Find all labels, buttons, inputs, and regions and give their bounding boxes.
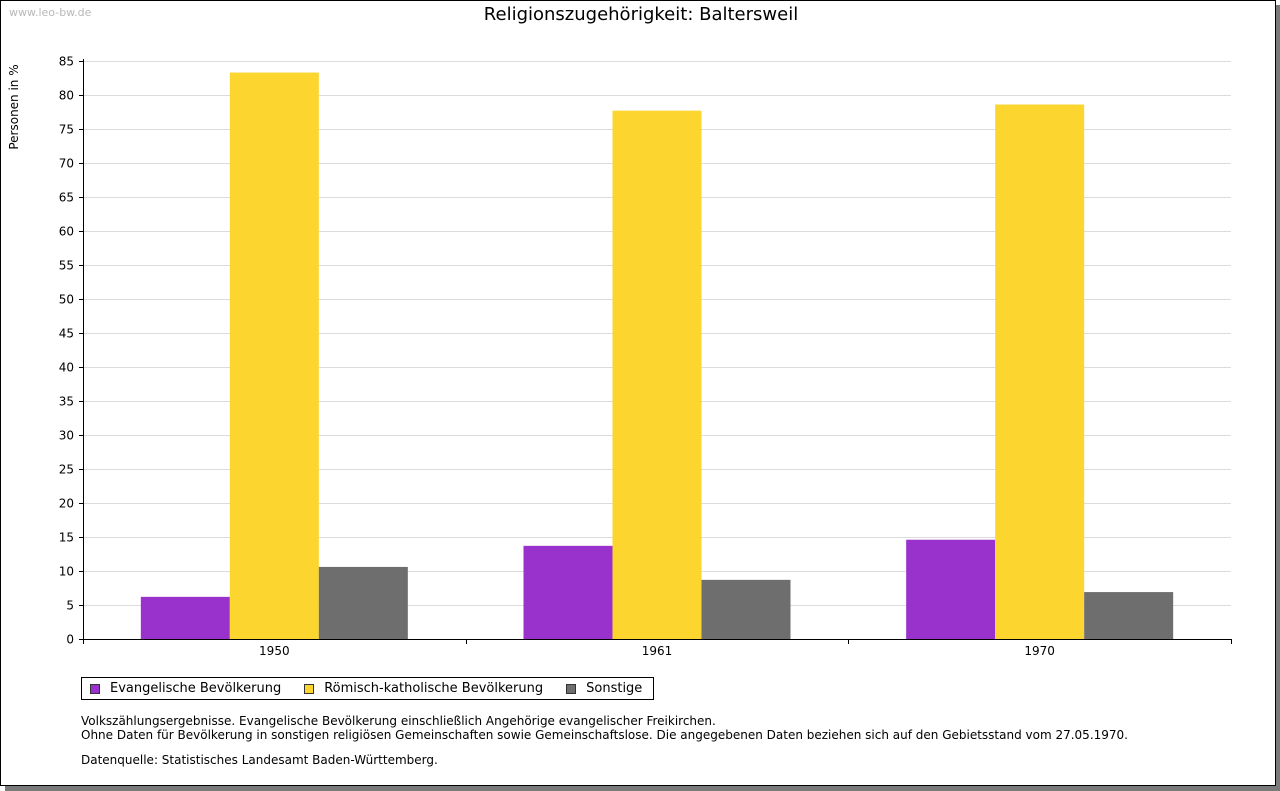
y-tick-label: 20 [59, 497, 74, 511]
legend-label: Evangelische Bevölkerung [110, 681, 282, 696]
y-tick-label: 60 [59, 225, 74, 239]
y-tick-label: 45 [59, 327, 74, 341]
x-tick-label: 1961 [642, 644, 673, 658]
y-tick-label: 55 [59, 259, 74, 273]
x-tick-label: 1950 [259, 644, 290, 658]
y-tick-label: 10 [59, 565, 74, 579]
axes: 0 5 10 15 20 25 30 35 40 45 50 55 60 65 70 75 80 85 1950 19… [59, 55, 1232, 658]
y-tick-label: 25 [59, 463, 74, 477]
y-tick-label: 80 [59, 89, 74, 103]
bar [140, 596, 230, 639]
legend: Evangelische Bevölkerung Römisch-katholi… [81, 677, 655, 700]
legend-label: Römisch-katholische Bevölkerung [324, 681, 544, 696]
bar [612, 110, 702, 639]
y-tick-label: 65 [59, 191, 74, 205]
y-tick-label: 15 [59, 531, 74, 545]
bar [995, 104, 1085, 639]
bar [229, 72, 319, 639]
legend-item-sonstige: Sonstige [566, 681, 642, 696]
y-tick-label: 30 [59, 429, 74, 443]
chart-notes: Volkszählungsergebnisse. Evangelische Be… [81, 714, 1128, 742]
y-tick-label: 40 [59, 361, 74, 375]
y-tick-label: 85 [59, 55, 74, 69]
bar [906, 539, 996, 639]
y-tick-label: 35 [59, 395, 74, 409]
bar [318, 566, 408, 639]
y-tick-label: 75 [59, 123, 74, 137]
bar [523, 545, 613, 639]
bar [701, 579, 791, 639]
y-tick-label: 5 [66, 599, 74, 613]
y-tick-label: 0 [66, 633, 74, 647]
legend-swatch [566, 683, 577, 694]
chart-title: Religionszugehörigkeit: Baltersweil [483, 4, 799, 25]
note-line: Volkszählungsergebnisse. Evangelische Be… [81, 714, 716, 728]
y-tick-label: 50 [59, 293, 74, 307]
chart-plot: 0 5 10 15 20 25 30 35 40 45 50 55 60 65 70 75 80 85 1950 19… [59, 55, 1232, 658]
bars [140, 72, 1174, 639]
y-tick-label: 70 [59, 157, 74, 171]
legend-swatch [90, 683, 100, 694]
data-source: Datenquelle: Statistisches Landesamt Bad… [81, 753, 438, 767]
watermark: www.leo-bw.de [9, 6, 92, 19]
x-tick-label: 1970 [1024, 644, 1055, 658]
legend-item-katholisch: Römisch-katholische Bevölkerung [304, 681, 543, 696]
legend-label: Sonstige [586, 681, 643, 696]
note-line: Ohne Daten für Bevölkerung in sonstigen … [81, 728, 1128, 742]
legend-swatch [304, 683, 315, 694]
legend-item-evangelisch: Evangelische Bevölkerung [90, 681, 281, 696]
bar [1084, 592, 1174, 639]
